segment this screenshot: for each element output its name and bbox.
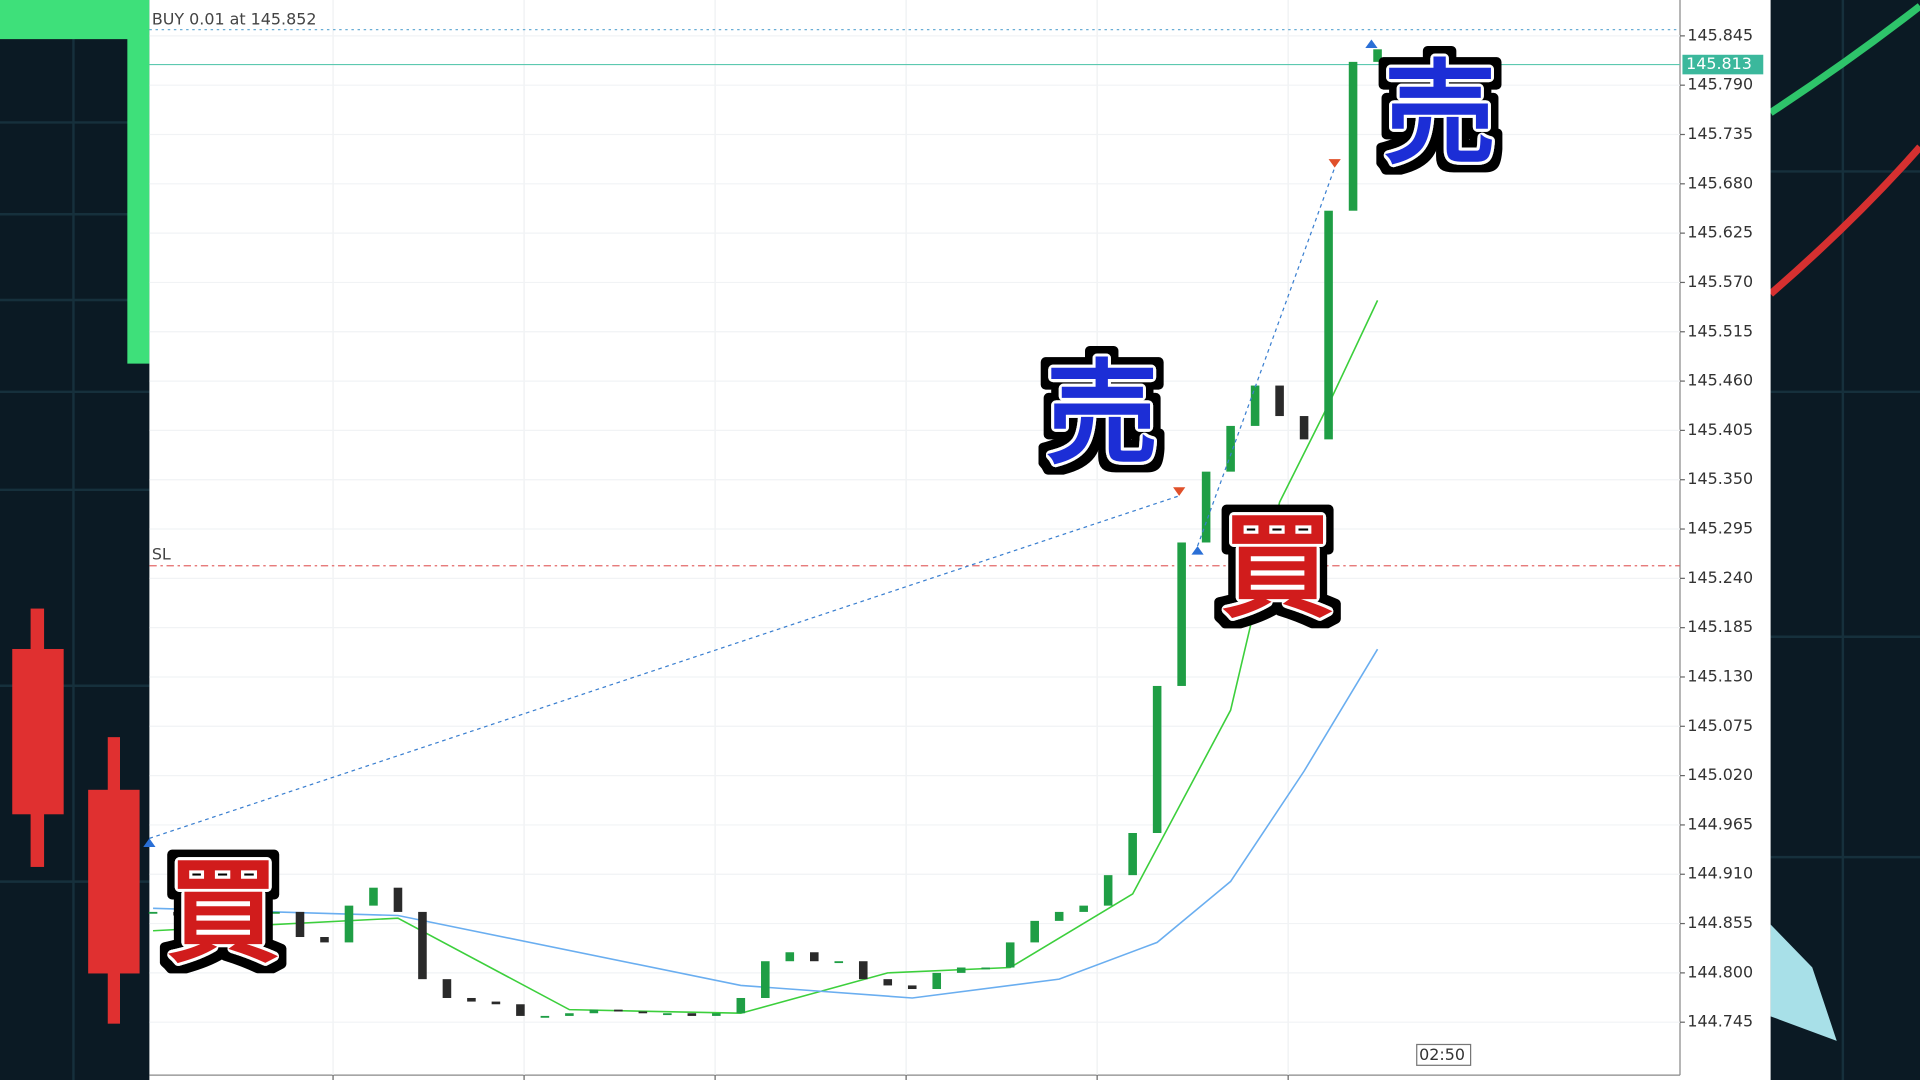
- candle-body: [491, 1001, 501, 1005]
- buy-arrow: [1365, 39, 1378, 49]
- y-tick-label: 145.680: [1687, 173, 1753, 192]
- candle-body: [687, 1013, 697, 1016]
- annotation: 買: [1221, 501, 1334, 633]
- y-tick-label: 145.240: [1687, 568, 1753, 587]
- candle-body: [1275, 385, 1284, 417]
- candle-body: [1152, 685, 1162, 834]
- candle-body: [1373, 49, 1382, 62]
- y-tick-label: 144.910: [1687, 864, 1753, 883]
- y-tick-label: 145.350: [1687, 469, 1753, 488]
- candle-body: [1128, 833, 1137, 876]
- current-price-box: [1682, 54, 1764, 75]
- annotation: 売: [1046, 348, 1159, 480]
- order-label: BUY 0.01 at 145.852: [152, 9, 317, 28]
- y-tick-label: 145.845: [1687, 25, 1753, 44]
- annotation: 買: [167, 847, 280, 979]
- candle-body: [810, 952, 819, 962]
- chart-area: [149, 0, 1771, 1080]
- candle-body: [1226, 425, 1235, 472]
- candle-body: [589, 1009, 599, 1014]
- y-tick-label: 145.515: [1687, 321, 1753, 340]
- candle-body: [785, 952, 795, 962]
- candle-body: [663, 1013, 672, 1016]
- candle-body: [1250, 385, 1260, 426]
- y-tick-label: 144.745: [1687, 1012, 1753, 1031]
- candle-body: [932, 972, 942, 990]
- candle-body: [442, 979, 452, 998]
- candle-body: [1054, 911, 1064, 921]
- moving-average: [153, 648, 1379, 999]
- y-tick-label: 145.790: [1687, 75, 1753, 94]
- candle-body: [540, 1015, 550, 1018]
- candle-body: [1201, 471, 1211, 543]
- candle-body: [344, 905, 354, 943]
- y-tick-label: 145.570: [1687, 272, 1753, 291]
- y-tick-label: 145.625: [1687, 223, 1753, 242]
- y-tick-label: 145.185: [1687, 617, 1753, 636]
- candle-body: [614, 1009, 623, 1012]
- candle-body: [393, 887, 403, 912]
- y-tick-label: 145.295: [1687, 519, 1753, 538]
- y-tick-label: 144.965: [1687, 814, 1753, 833]
- candle-body: [516, 1004, 525, 1016]
- right-panel: [1768, 0, 1920, 1080]
- candle-body: [761, 961, 770, 998]
- time-box: [1416, 1043, 1472, 1066]
- candle-body: [1079, 905, 1088, 912]
- candle-body: [712, 1013, 721, 1016]
- candle-body: [197, 915, 207, 921]
- buy-arrow: [1191, 546, 1204, 555]
- candle-body: [467, 997, 476, 1002]
- candle-body: [956, 967, 966, 973]
- candle-body: [1103, 875, 1113, 906]
- moving-average: [153, 300, 1379, 1015]
- candle-body: [295, 911, 305, 938]
- candle-body: [638, 1011, 648, 1014]
- y-tick-label: 145.735: [1687, 124, 1753, 143]
- y-tick-label: 145.405: [1687, 420, 1753, 439]
- candle-body: [418, 911, 427, 980]
- candle-body: [246, 911, 256, 919]
- y-tick-label: 145.460: [1687, 371, 1753, 390]
- candle-body: [883, 979, 893, 986]
- current-price-label: 145.813: [1686, 54, 1752, 73]
- sl-label: SL: [152, 545, 171, 564]
- candle-body: [565, 1013, 574, 1016]
- candle-body: [858, 961, 868, 980]
- buy-arrow: [143, 838, 156, 847]
- trade-line: [1196, 167, 1336, 547]
- y-tick-label: 144.855: [1687, 913, 1753, 932]
- y-tick-label: 145.020: [1687, 765, 1753, 784]
- candle-body: [222, 918, 231, 921]
- candle-body: [369, 887, 378, 906]
- y-tick-label: 145.130: [1687, 666, 1753, 685]
- candle-body: [834, 961, 844, 964]
- candle-body: [1177, 542, 1186, 686]
- candle-body: [1299, 416, 1309, 440]
- trade-line: [149, 495, 1180, 839]
- sell-arrow: [1173, 487, 1186, 496]
- candle-body: [1030, 920, 1039, 943]
- candle-body: [1324, 210, 1333, 440]
- left-panel: [0, 0, 150, 1080]
- y-tick-label: 144.800: [1687, 962, 1753, 981]
- candle-body: [148, 911, 158, 914]
- y-tick-label: 145.075: [1687, 716, 1753, 735]
- annotation: 売: [1384, 48, 1497, 180]
- candle-body: [907, 985, 917, 990]
- candle-body: [271, 911, 280, 914]
- candle-body: [981, 967, 990, 970]
- candle-body: [173, 911, 182, 916]
- candle-body: [320, 937, 329, 943]
- candle-body: [1005, 942, 1015, 968]
- time-label: 02:50: [1419, 1045, 1465, 1064]
- candle-body: [736, 997, 746, 1014]
- candle-body: [1348, 61, 1358, 211]
- sell-arrow: [1328, 159, 1341, 168]
